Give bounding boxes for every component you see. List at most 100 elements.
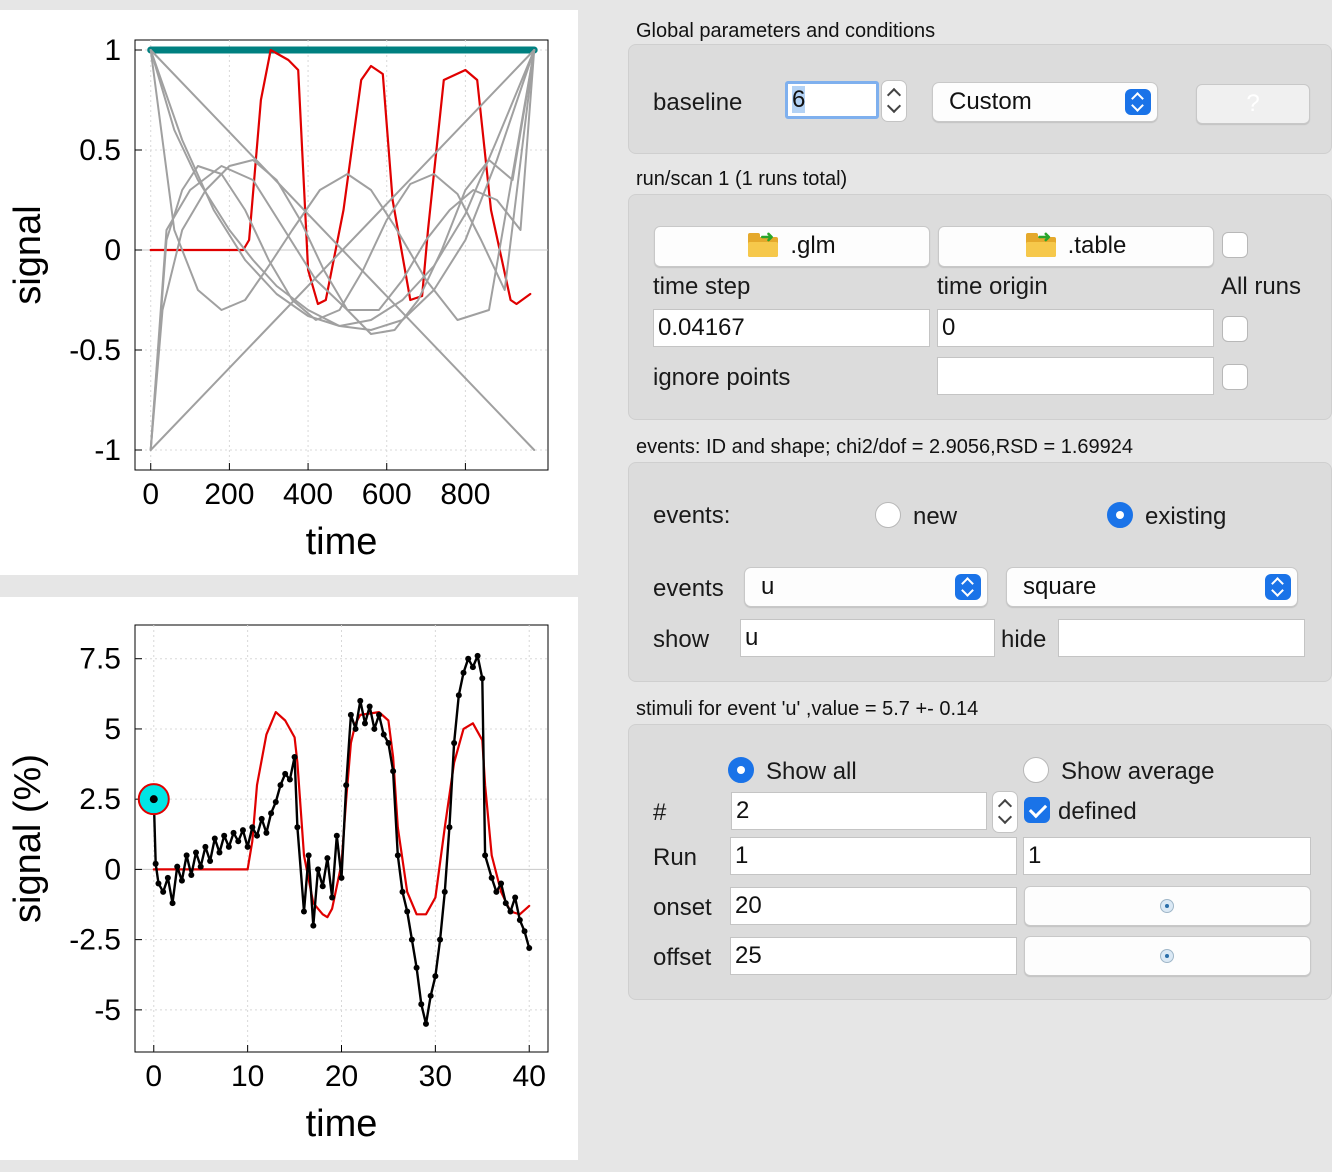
data-point [432, 973, 439, 980]
baseline-label: baseline [653, 89, 743, 116]
y-tick-label: -0.5 [69, 334, 121, 367]
global-box: baseline 6 Custom ? [628, 44, 1332, 154]
show-all-label: Show all [766, 758, 857, 785]
slider-knob-icon[interactable] [1160, 899, 1174, 913]
baseline-value: 6 [792, 86, 806, 113]
y-tick-label: 5 [104, 713, 121, 746]
onset-slider[interactable] [1024, 886, 1311, 926]
shape-popup[interactable]: square [1006, 567, 1298, 607]
table-button[interactable]: ➜ .table [938, 226, 1214, 267]
data-point [446, 824, 453, 831]
series-line [149, 49, 536, 321]
x-tick-label: 10 [231, 1060, 264, 1093]
existing-label: existing [1145, 503, 1227, 530]
help-button[interactable]: ? [1196, 84, 1310, 124]
run-input-2[interactable]: 1 [1023, 837, 1311, 875]
defined-checkbox[interactable] [1024, 797, 1050, 823]
plot-frame [134, 39, 549, 471]
data-point [333, 832, 340, 839]
stimuli-box: Show all Show average # 2 defined Run 1 … [628, 724, 1332, 1000]
slider-knob-icon[interactable] [1160, 949, 1174, 963]
time-origin-input[interactable]: 0 [937, 309, 1214, 347]
run-label: Run [653, 844, 698, 871]
highlight-point-center [149, 795, 158, 804]
data-point [329, 894, 336, 901]
data-point [305, 852, 312, 859]
series-line [152, 710, 531, 919]
x-tick-label: 200 [204, 478, 254, 511]
y-tick-label: 1 [104, 34, 121, 67]
data-point [465, 655, 472, 662]
all-runs-checkbox[interactable] [1222, 316, 1248, 342]
data-point [324, 855, 331, 862]
show-all-radio[interactable] [728, 757, 754, 783]
offset-slider[interactable] [1024, 936, 1311, 976]
glm-button[interactable]: ➜ .glm [654, 226, 930, 267]
time-step-input[interactable]: 0.04167 [653, 309, 930, 347]
number-label: # [653, 799, 667, 826]
data-point [263, 829, 270, 836]
event-value: u [761, 573, 775, 600]
data-point [352, 725, 359, 732]
series-line [152, 654, 531, 1026]
show-input[interactable]: u [740, 619, 995, 657]
data-point [152, 860, 159, 867]
data-point [286, 776, 293, 783]
x-tick-label: 20 [325, 1060, 358, 1093]
data-point [460, 669, 467, 676]
data-point [188, 872, 195, 879]
stepper-down-icon[interactable] [997, 809, 1013, 825]
onset-input[interactable]: 20 [730, 887, 1017, 925]
y-axis-label: signal [7, 205, 49, 304]
ignore-points-label: ignore points [653, 364, 791, 391]
y-tick-label: -1 [94, 434, 121, 467]
y-tick-label: 0 [104, 853, 121, 886]
data-point [225, 843, 232, 850]
data-point [310, 922, 317, 929]
events-section-title: events: ID and shape; chi2/dof = 2.9056,… [636, 436, 1134, 458]
x-tick-label: 0 [142, 478, 159, 511]
show-average-radio[interactable] [1023, 757, 1049, 783]
hide-label: hide [1001, 626, 1047, 653]
x-tick-label: 400 [283, 478, 333, 511]
stimulus-stepper[interactable] [992, 791, 1018, 833]
top-chart-panel[interactable]: 0 200 400 600 800 -1 -0.5 0 0.5 1 time signal [0, 10, 578, 575]
data-point [371, 725, 378, 732]
data-point [427, 992, 434, 999]
run-input-1[interactable]: 1 [730, 837, 1017, 875]
mode-popup[interactable]: Custom [932, 82, 1158, 122]
data-point [361, 720, 368, 727]
data-point [376, 711, 383, 718]
data-point [244, 843, 251, 850]
series-line [149, 49, 536, 451]
top-chart[interactable]: 0 200 400 600 800 -1 -0.5 0 0.5 1 time signal [0, 10, 578, 575]
ignore-points-input[interactable] [937, 357, 1214, 395]
bottom-chart[interactable]: 0 10 20 30 40 -5 -2.5 0 2.5 5 7.5 time signal (%) [0, 597, 578, 1160]
table-checkbox[interactable] [1222, 232, 1248, 258]
bottom-chart-panel[interactable]: 0 10 20 30 40 -5 -2.5 0 2.5 5 7.5 time signal (%) [0, 597, 578, 1160]
ignore-points-checkbox[interactable] [1222, 364, 1248, 390]
event-popup[interactable]: u [744, 567, 988, 607]
offset-input[interactable]: 25 [730, 937, 1017, 975]
data-point [272, 798, 279, 805]
baseline-input[interactable]: 6 [785, 81, 879, 119]
stimulus-number-input[interactable]: 2 [731, 792, 987, 830]
data-point [197, 863, 204, 870]
x-axis-label: time [306, 521, 378, 563]
data-point [258, 815, 265, 822]
data-point [390, 768, 397, 775]
x-tick-label: 800 [440, 478, 490, 511]
existing-radio[interactable] [1107, 502, 1133, 528]
baseline-stepper[interactable] [881, 80, 907, 122]
data-point [394, 852, 401, 859]
folder-icon: ➜ [748, 229, 779, 257]
data-point [404, 908, 411, 915]
shape-value: square [1023, 573, 1097, 600]
x-tick-label: 30 [419, 1060, 452, 1093]
stepper-down-icon[interactable] [886, 98, 902, 114]
hide-input[interactable] [1058, 619, 1305, 657]
new-radio[interactable] [875, 502, 901, 528]
series-line [149, 49, 536, 331]
data-point [479, 675, 486, 682]
events-mode-label: events: [653, 502, 731, 529]
